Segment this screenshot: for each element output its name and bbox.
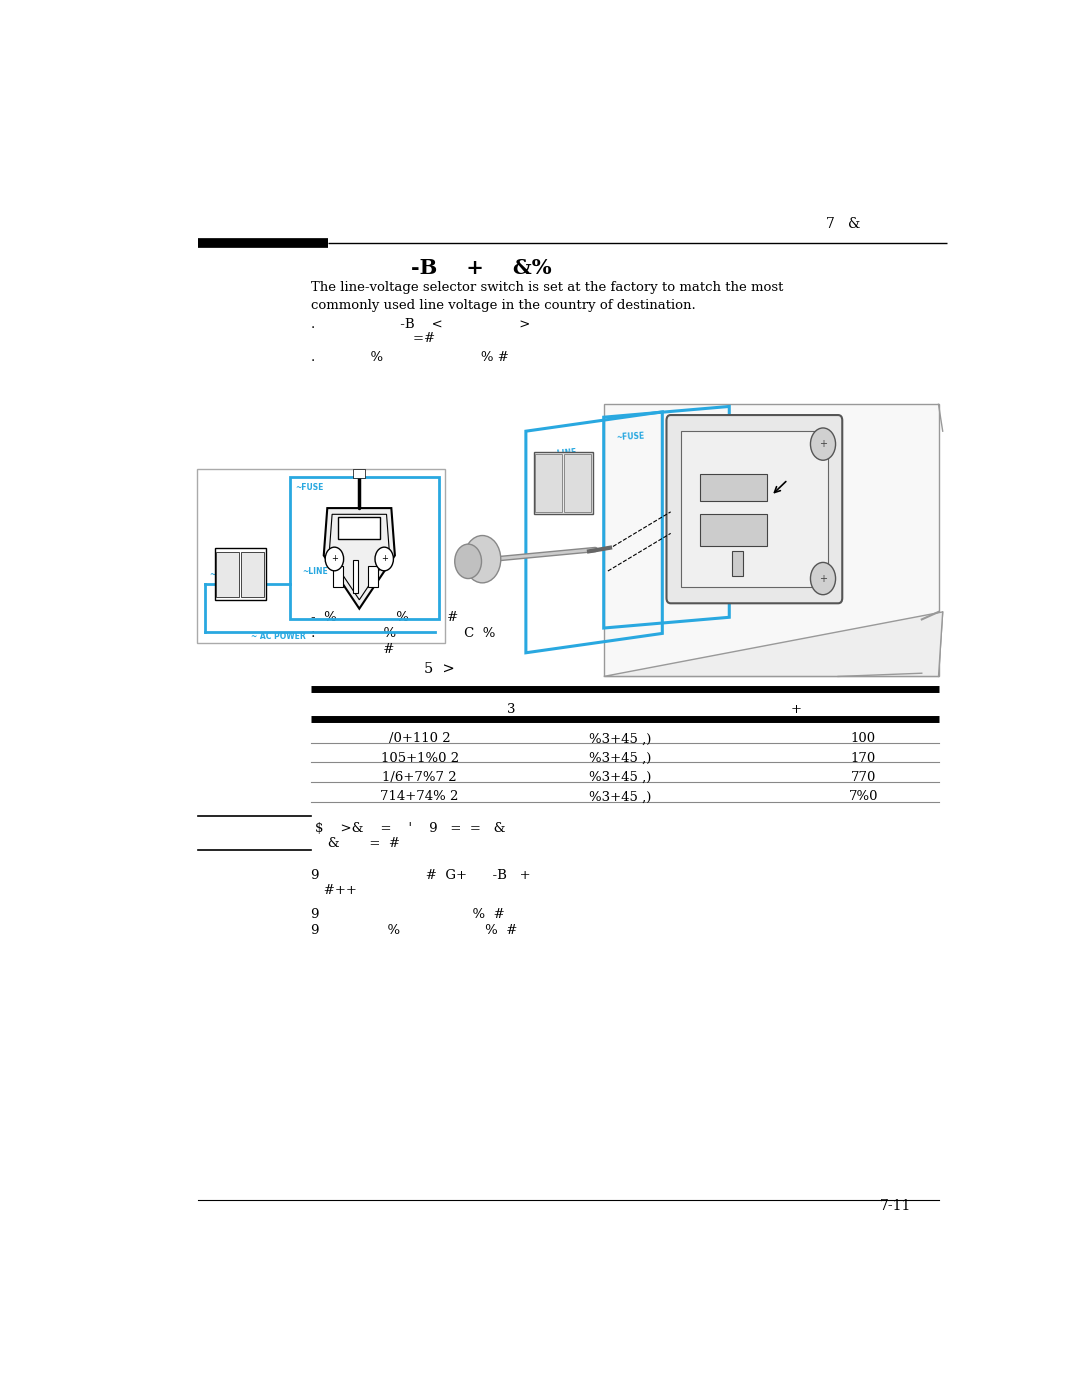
FancyBboxPatch shape [535,451,593,514]
Text: ~FUSE: ~FUSE [296,483,324,492]
Text: The line-voltage selector switch is set at the factory to match the most
commonl: The line-voltage selector switch is set … [311,281,783,312]
Text: +: + [381,555,388,563]
Text: 105+1%0 2: 105+1%0 2 [380,752,459,764]
Text: -  %              %         #: - % % # [311,610,458,624]
Text: +: + [819,574,827,584]
Text: 770: 770 [851,771,876,784]
Text: 7-11: 7-11 [880,1199,912,1213]
Text: :                %                C  %: : % C % [311,627,495,640]
Text: .                    -B    <                  >: . -B < > [311,319,530,331]
Circle shape [455,545,482,578]
Text: #: # [311,643,394,657]
Text: 100: 100 [851,732,876,746]
Text: 714+74% 2: 714+74% 2 [380,791,459,803]
Text: 5  >: 5 > [423,662,455,676]
Polygon shape [324,509,395,609]
Text: 7   &: 7 & [825,217,860,231]
Text: +: + [819,439,827,448]
Text: .             %                       % #: . % % # [311,351,509,363]
Text: ~LINE: ~LINE [210,570,235,578]
Text: %3+45 ,): %3+45 ,) [590,752,651,764]
Bar [241,552,264,597]
Text: +: + [330,555,338,563]
Text: #++: #++ [311,884,356,897]
Bar [216,552,239,597]
Circle shape [464,535,501,583]
Circle shape [375,548,393,571]
Bar [353,469,365,478]
Text: ~FUSE: ~FUSE [616,432,645,441]
Bar [352,560,357,592]
Text: %3+45 ,): %3+45 ,) [590,732,651,746]
FancyBboxPatch shape [604,404,939,676]
FancyBboxPatch shape [215,549,267,601]
Bar [367,566,378,587]
FancyBboxPatch shape [666,415,842,604]
Text: +: + [791,703,801,717]
Bar [700,474,767,502]
Bar [333,566,342,587]
Text: 170: 170 [851,752,876,764]
Text: -B    +    &%: -B + &% [411,258,552,278]
FancyBboxPatch shape [680,432,828,587]
Text: 9                %                    %  #: 9 % % # [311,923,517,937]
Text: 9                         #  G+      -B   +: 9 # G+ -B + [311,869,530,882]
Bar [732,550,743,577]
Circle shape [325,548,343,571]
Bar [565,454,591,511]
Text: 9                                    %  #: 9 % # [311,908,504,921]
Text: =#: =# [311,332,435,345]
Bar [338,517,380,539]
Text: %3+45 ,): %3+45 ,) [590,791,651,803]
Text: 7%0: 7%0 [849,791,878,803]
FancyBboxPatch shape [197,469,445,643]
Circle shape [810,563,836,595]
Bar [700,514,767,546]
Text: 3: 3 [508,703,516,717]
Bar [535,454,562,511]
Text: &       =  #: & = # [315,837,400,849]
Text: 1/6+7%7 2: 1/6+7%7 2 [382,771,457,784]
Text: /0+110 2: /0+110 2 [389,732,450,746]
Text: %3+45 ,): %3+45 ,) [590,771,651,784]
Circle shape [810,427,836,460]
Text: ~LINE: ~LINE [302,567,328,577]
Text: ~LINE: ~LINE [551,447,578,458]
Polygon shape [604,612,943,676]
Text: ~ AC POWER: ~ AC POWER [252,631,306,641]
Text: $    >&    =    '    9   =  =   &: $ >& = ' 9 = = & [315,821,505,834]
